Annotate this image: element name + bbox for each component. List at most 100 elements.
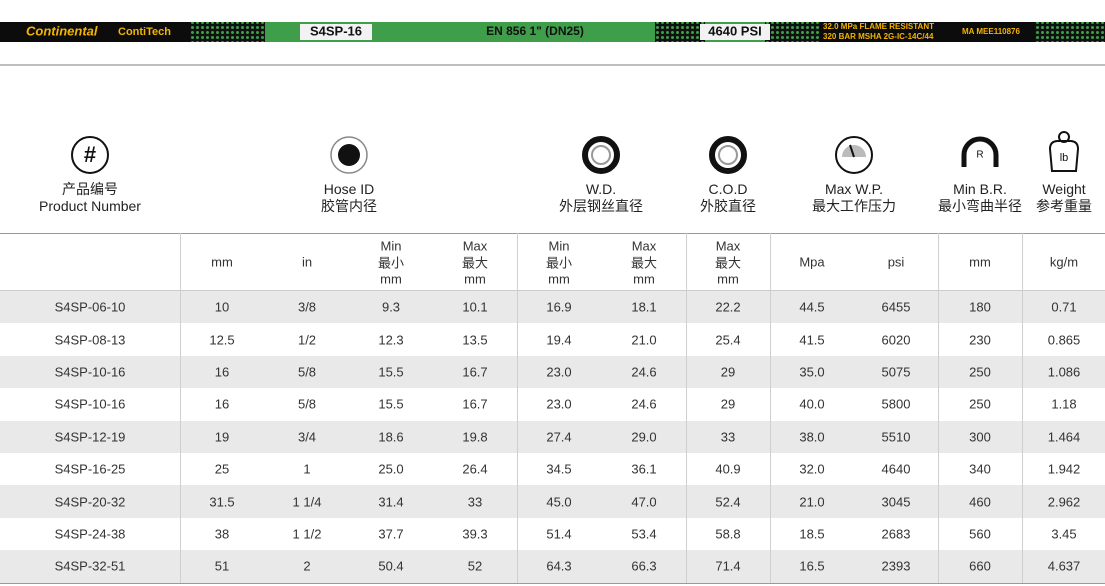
table-cell: 1 bbox=[303, 461, 311, 477]
table-cell: 340 bbox=[969, 461, 991, 477]
table-cell: 5075 bbox=[881, 364, 911, 380]
icon-part bbox=[709, 136, 747, 174]
table-cell: 19 bbox=[214, 429, 230, 445]
icon-part bbox=[338, 144, 360, 166]
table-cell: 40.0 bbox=[799, 396, 825, 412]
header-cell: kg/m bbox=[1049, 254, 1079, 270]
header-cell: Mpa bbox=[799, 254, 825, 270]
table-cell: S4SP-20-32 bbox=[54, 494, 126, 510]
table-cell: 9.3 bbox=[381, 299, 401, 315]
icon-part bbox=[835, 136, 873, 174]
table-cell: 25 bbox=[214, 461, 230, 477]
table-cell: 6455 bbox=[881, 299, 911, 315]
group-label: 外层钢丝直径 bbox=[559, 198, 643, 214]
icon-part bbox=[842, 145, 866, 157]
table-cell: 1 1/4 bbox=[292, 494, 322, 510]
header-cell: Max bbox=[715, 238, 741, 253]
hose-banner: Continental ContiTech S4SP-16 EN 856 1" … bbox=[0, 22, 1105, 66]
table-cell: 47.0 bbox=[631, 494, 657, 510]
table-cell: 36.1 bbox=[631, 461, 657, 477]
table-cell: 18.1 bbox=[631, 299, 657, 315]
header-cell: psi bbox=[887, 254, 905, 270]
group-label: W.D. bbox=[585, 181, 617, 197]
header-cell: mm bbox=[969, 254, 991, 270]
table-cell: 1.942 bbox=[1047, 461, 1081, 477]
table-cell: 16 bbox=[214, 364, 230, 380]
spec-line: 32.0 MPa FLAME RESISTANT bbox=[823, 22, 934, 31]
mark: MA MEE110876 bbox=[962, 27, 1021, 36]
table-cell: 31.4 bbox=[378, 494, 404, 510]
table-cell: 180 bbox=[969, 299, 991, 315]
group-label: Hose ID bbox=[323, 181, 375, 197]
table-row bbox=[0, 550, 1105, 583]
table-cell: 12.5 bbox=[209, 332, 235, 348]
group-label: 最大工作压力 bbox=[812, 198, 896, 214]
table-cell: 34.5 bbox=[546, 461, 572, 477]
icon-part bbox=[582, 136, 620, 174]
table-cell: 16.7 bbox=[462, 364, 488, 380]
table-row bbox=[0, 485, 1105, 518]
table-cell: 24.6 bbox=[631, 396, 657, 412]
table-cell: 21.0 bbox=[631, 332, 657, 348]
header-cell: 最大 bbox=[714, 255, 742, 271]
table-cell: 23.0 bbox=[546, 364, 572, 380]
table-cell: 16 bbox=[214, 396, 230, 412]
table-cell: 16.9 bbox=[546, 299, 572, 315]
table-cell: 37.7 bbox=[378, 526, 404, 542]
table-cell: 2 bbox=[303, 558, 311, 574]
table-cell: 19.8 bbox=[462, 429, 488, 445]
icon-part bbox=[849, 144, 855, 158]
table-cell: 31.5 bbox=[209, 494, 235, 510]
table-cell: 52.4 bbox=[715, 494, 741, 510]
table-cell: S4SP-10-16 bbox=[54, 364, 126, 380]
header-cell: Min bbox=[380, 238, 402, 253]
group-label: Min B.R. bbox=[953, 181, 1007, 197]
table-cell: 33 bbox=[720, 429, 736, 445]
table-cell: 560 bbox=[969, 526, 991, 542]
table-row bbox=[0, 517, 1105, 551]
group-label: 产品编号 bbox=[62, 181, 118, 197]
icon-part: lb bbox=[1060, 152, 1069, 164]
table-cell: 45.0 bbox=[546, 494, 572, 510]
table-cell: 4.637 bbox=[1047, 558, 1081, 574]
pressure: 4640 PSI bbox=[708, 23, 762, 38]
column-separator bbox=[770, 233, 771, 583]
table-cell: 71.4 bbox=[715, 558, 741, 574]
rule bbox=[0, 233, 1105, 234]
table-cell: 5/8 bbox=[297, 396, 317, 412]
icon-part: # bbox=[84, 142, 96, 167]
table-cell: 6020 bbox=[881, 332, 911, 348]
table-cell: 3045 bbox=[881, 494, 911, 510]
table-cell: 23.0 bbox=[546, 396, 572, 412]
table-cell: 38.0 bbox=[799, 429, 825, 445]
header-cell: mm bbox=[464, 271, 486, 286]
column-separator bbox=[1022, 233, 1023, 583]
table-cell: 15.5 bbox=[378, 396, 404, 412]
header-cell: Max bbox=[462, 238, 488, 253]
icon-part bbox=[961, 136, 999, 167]
header-cell: mm bbox=[380, 271, 402, 286]
table-cell: 53.4 bbox=[631, 526, 657, 542]
standard: EN 856 1" (DN25) bbox=[486, 24, 584, 38]
table-cell: 25.0 bbox=[378, 461, 404, 477]
table-cell: 660 bbox=[969, 558, 991, 574]
group-label: C.O.D bbox=[708, 181, 748, 197]
table-cell: 12.3 bbox=[378, 332, 404, 348]
table-row bbox=[0, 388, 1105, 421]
table-cell: S4SP-12-19 bbox=[54, 429, 126, 445]
header-cell: Max bbox=[631, 238, 657, 253]
sub-brand: ContiTech bbox=[118, 26, 171, 38]
group-label: Max W.P. bbox=[824, 181, 884, 197]
table-cell: 460 bbox=[969, 494, 991, 510]
group-label: Weight bbox=[1042, 181, 1086, 197]
header-cell: 最大 bbox=[630, 255, 658, 271]
table-cell: 1/2 bbox=[297, 332, 317, 348]
group-label: 胶管内径 bbox=[321, 198, 377, 214]
table-cell: 51 bbox=[214, 558, 230, 574]
table-cell: 1.464 bbox=[1047, 429, 1081, 445]
group-label: Product Number bbox=[39, 198, 141, 214]
table-cell: 18.5 bbox=[799, 526, 825, 542]
table-row bbox=[0, 355, 1105, 389]
table-cell: 230 bbox=[969, 332, 991, 348]
